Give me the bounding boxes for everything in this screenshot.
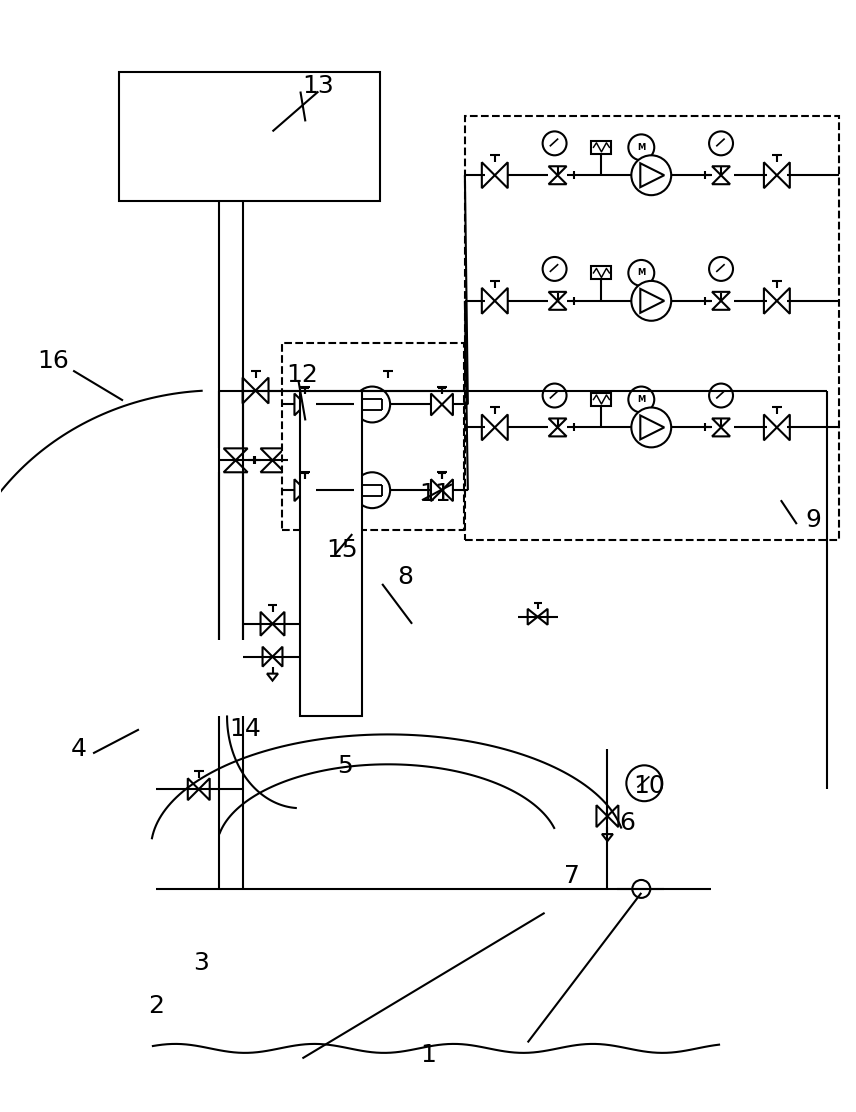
Polygon shape: [640, 416, 664, 439]
Text: 16: 16: [38, 349, 69, 373]
Polygon shape: [549, 418, 567, 427]
Polygon shape: [777, 415, 790, 440]
Text: 6: 6: [620, 811, 635, 835]
Polygon shape: [597, 805, 608, 827]
Circle shape: [709, 257, 733, 281]
Polygon shape: [764, 288, 777, 314]
Polygon shape: [777, 162, 790, 188]
Bar: [282, 342, 464, 530]
Text: 12: 12: [287, 363, 318, 387]
Polygon shape: [482, 415, 495, 440]
Text: M: M: [637, 395, 645, 404]
Polygon shape: [712, 418, 730, 427]
Text: 7: 7: [563, 864, 580, 888]
Polygon shape: [256, 378, 269, 404]
Bar: [119, 71, 380, 201]
Text: 2: 2: [148, 993, 163, 1017]
Polygon shape: [712, 427, 730, 436]
Text: 1: 1: [420, 1043, 436, 1068]
Circle shape: [354, 387, 390, 423]
Bar: [591, 141, 611, 153]
Polygon shape: [495, 162, 508, 188]
Text: 5: 5: [337, 754, 354, 778]
Polygon shape: [712, 167, 730, 176]
Polygon shape: [187, 778, 199, 801]
Circle shape: [633, 880, 651, 897]
Polygon shape: [375, 378, 388, 404]
Polygon shape: [294, 479, 306, 502]
Text: 9: 9: [805, 508, 822, 533]
Polygon shape: [777, 288, 790, 314]
Polygon shape: [388, 378, 401, 404]
Circle shape: [628, 387, 654, 413]
Bar: [591, 267, 611, 279]
Circle shape: [543, 384, 567, 407]
Polygon shape: [549, 167, 567, 176]
Circle shape: [543, 257, 567, 281]
Polygon shape: [712, 176, 730, 185]
Polygon shape: [549, 427, 567, 436]
Polygon shape: [527, 609, 538, 625]
Bar: [591, 393, 611, 406]
Polygon shape: [602, 834, 613, 841]
Circle shape: [632, 407, 671, 447]
Text: 3: 3: [193, 951, 209, 975]
Polygon shape: [267, 674, 278, 681]
Polygon shape: [260, 460, 284, 473]
Polygon shape: [242, 378, 256, 404]
Polygon shape: [712, 291, 730, 301]
Polygon shape: [482, 288, 495, 314]
Bar: [300, 390, 362, 716]
Circle shape: [632, 156, 671, 196]
Polygon shape: [442, 479, 453, 502]
Polygon shape: [608, 805, 618, 827]
Polygon shape: [199, 778, 210, 801]
Polygon shape: [263, 647, 272, 666]
Circle shape: [543, 131, 567, 156]
Text: 10: 10: [633, 774, 665, 798]
Text: M: M: [637, 268, 645, 277]
Polygon shape: [764, 415, 777, 440]
Polygon shape: [431, 479, 442, 502]
Circle shape: [628, 135, 654, 160]
Polygon shape: [442, 394, 453, 416]
Text: 13: 13: [302, 73, 334, 98]
Polygon shape: [306, 394, 317, 416]
Polygon shape: [549, 301, 567, 310]
Polygon shape: [640, 289, 664, 312]
Polygon shape: [272, 612, 284, 636]
Polygon shape: [712, 301, 730, 310]
Text: 8: 8: [397, 565, 413, 589]
Polygon shape: [495, 288, 508, 314]
Polygon shape: [549, 291, 567, 301]
Polygon shape: [260, 448, 284, 460]
Polygon shape: [260, 612, 272, 636]
Circle shape: [354, 473, 390, 508]
Polygon shape: [764, 162, 777, 188]
Polygon shape: [482, 162, 495, 188]
Circle shape: [627, 765, 663, 802]
Polygon shape: [272, 647, 282, 666]
Text: M: M: [637, 142, 645, 152]
Text: 4: 4: [71, 737, 87, 762]
Polygon shape: [640, 163, 664, 187]
Text: 14: 14: [229, 717, 262, 742]
Circle shape: [632, 281, 671, 320]
Polygon shape: [223, 460, 247, 473]
Circle shape: [628, 260, 654, 286]
Polygon shape: [223, 448, 247, 460]
Polygon shape: [495, 415, 508, 440]
Polygon shape: [549, 176, 567, 185]
Text: 11: 11: [419, 483, 451, 506]
Polygon shape: [306, 479, 317, 502]
Text: 15: 15: [326, 538, 358, 562]
Polygon shape: [538, 609, 548, 625]
Circle shape: [709, 131, 733, 156]
Bar: [465, 117, 839, 540]
Polygon shape: [431, 394, 442, 416]
Polygon shape: [294, 394, 306, 416]
Circle shape: [709, 384, 733, 407]
